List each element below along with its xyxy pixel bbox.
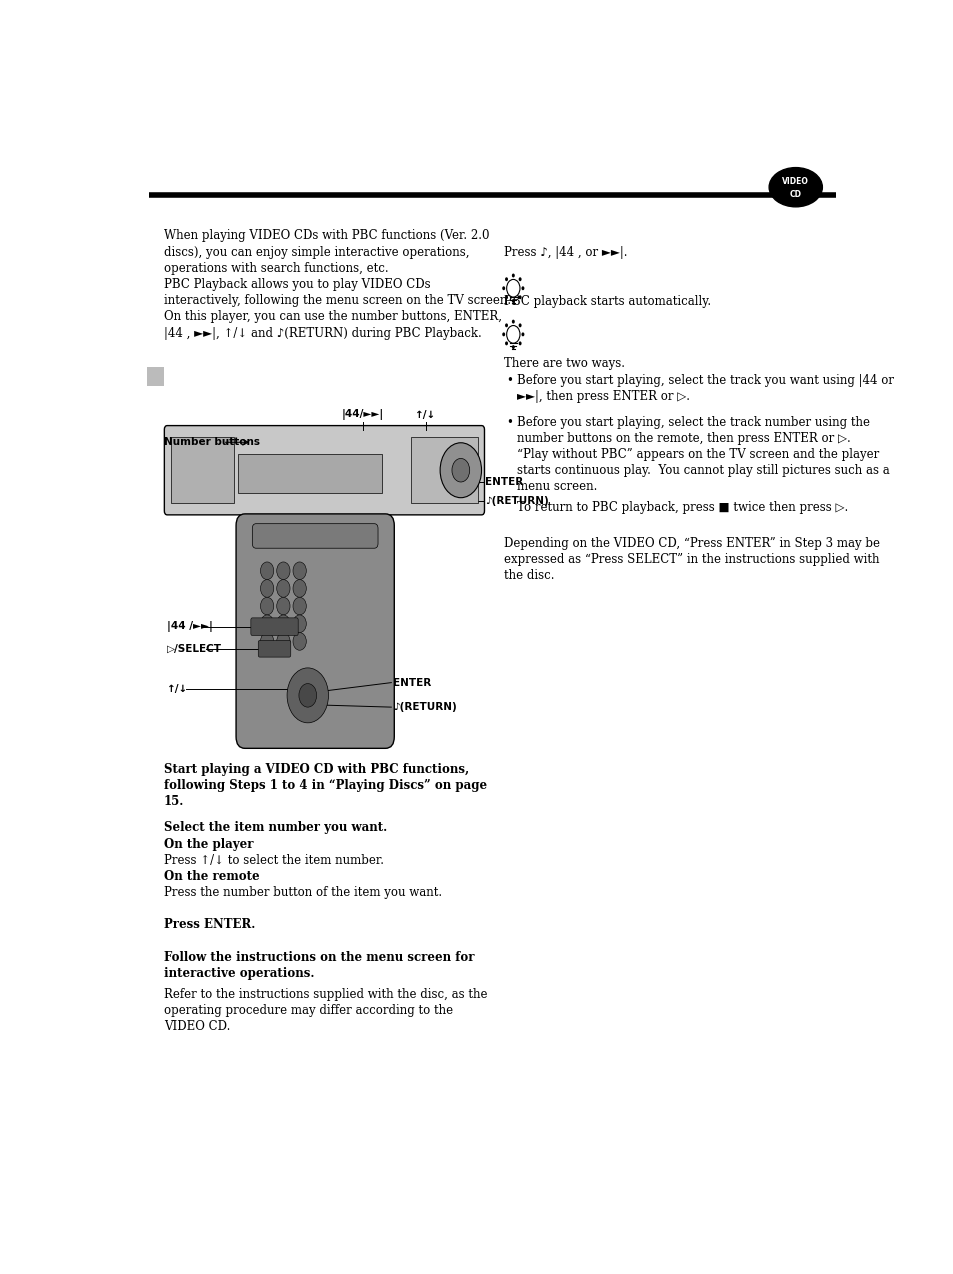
Circle shape xyxy=(506,326,519,343)
Text: •: • xyxy=(505,373,513,386)
Circle shape xyxy=(287,668,328,722)
Circle shape xyxy=(501,287,505,290)
Circle shape xyxy=(504,278,508,282)
Circle shape xyxy=(521,333,524,336)
Text: On the player: On the player xyxy=(164,837,253,851)
Text: There are two ways.: There are two ways. xyxy=(503,357,624,369)
Circle shape xyxy=(504,341,508,345)
Text: PBC playback starts automatically.: PBC playback starts automatically. xyxy=(503,296,710,308)
Text: VIDEO: VIDEO xyxy=(781,177,808,186)
Circle shape xyxy=(260,562,274,580)
Text: operations with search functions, etc.: operations with search functions, etc. xyxy=(164,261,388,275)
Text: Refer to the instructions supplied with the disc, as the: Refer to the instructions supplied with … xyxy=(164,989,487,1001)
Text: operating procedure may differ according to the: operating procedure may differ according… xyxy=(164,1004,453,1017)
Circle shape xyxy=(512,299,515,303)
FancyBboxPatch shape xyxy=(171,437,233,503)
Text: Follow the instructions on the menu screen for: Follow the instructions on the menu scre… xyxy=(164,950,474,964)
Circle shape xyxy=(501,333,505,336)
Text: discs), you can enjoy simple interactive operations,: discs), you can enjoy simple interactive… xyxy=(164,246,469,259)
Circle shape xyxy=(260,615,274,633)
Circle shape xyxy=(276,615,290,633)
Text: interactively, following the menu screen on the TV screen.: interactively, following the menu screen… xyxy=(164,294,510,307)
Circle shape xyxy=(521,287,524,290)
Text: the disc.: the disc. xyxy=(503,569,554,582)
Circle shape xyxy=(518,278,521,282)
FancyBboxPatch shape xyxy=(164,426,484,515)
Circle shape xyxy=(439,443,481,498)
Text: PBC Playback allows you to play VIDEO CDs: PBC Playback allows you to play VIDEO CD… xyxy=(164,278,430,290)
Text: starts continuous play.  You cannot play still pictures such as a: starts continuous play. You cannot play … xyxy=(517,464,889,478)
Circle shape xyxy=(293,615,306,633)
Text: ♪(RETURN): ♪(RETURN) xyxy=(485,496,548,506)
Text: |44/►►|: |44/►►| xyxy=(342,409,384,419)
Text: |44 /►►|: |44 /►►| xyxy=(167,622,213,632)
Circle shape xyxy=(452,459,469,482)
Circle shape xyxy=(512,274,515,278)
Circle shape xyxy=(293,598,306,615)
Circle shape xyxy=(260,580,274,598)
Circle shape xyxy=(518,324,521,327)
Text: ♪(RETURN): ♪(RETURN) xyxy=(393,702,456,712)
Circle shape xyxy=(512,345,515,349)
FancyBboxPatch shape xyxy=(411,437,477,503)
Circle shape xyxy=(293,580,306,598)
Text: Press ↑/↓ to select the item number.: Press ↑/↓ to select the item number. xyxy=(164,854,383,866)
Text: Select the item number you want.: Select the item number you want. xyxy=(164,822,387,834)
Text: |44 , ►►|, ↑/↓ and ♪(RETURN) during PBC Playback.: |44 , ►►|, ↑/↓ and ♪(RETURN) during PBC … xyxy=(164,326,481,339)
Text: To return to PBC playback, press ■ twice then press ▷.: To return to PBC playback, press ■ twice… xyxy=(517,502,847,515)
Text: On the remote: On the remote xyxy=(164,870,259,883)
Text: ↑/↓: ↑/↓ xyxy=(167,684,189,694)
Circle shape xyxy=(518,296,521,299)
Text: ►►|, then press ENTER or ▷.: ►►|, then press ENTER or ▷. xyxy=(517,390,689,403)
FancyBboxPatch shape xyxy=(147,367,164,386)
Text: 15.: 15. xyxy=(164,795,184,809)
Text: Press ENTER.: Press ENTER. xyxy=(164,919,254,931)
Circle shape xyxy=(512,320,515,324)
Circle shape xyxy=(260,633,274,650)
Text: interactive operations.: interactive operations. xyxy=(164,967,314,980)
Ellipse shape xyxy=(768,168,821,206)
Text: Press the number button of the item you want.: Press the number button of the item you … xyxy=(164,885,441,899)
Text: On this player, you can use the number buttons, ENTER,: On this player, you can use the number b… xyxy=(164,311,501,324)
Text: ↑/↓: ↑/↓ xyxy=(415,410,436,419)
FancyBboxPatch shape xyxy=(252,524,377,548)
Text: “Play without PBC” appears on the TV screen and the player: “Play without PBC” appears on the TV scr… xyxy=(517,448,879,461)
Circle shape xyxy=(518,341,521,345)
FancyBboxPatch shape xyxy=(258,641,291,657)
FancyBboxPatch shape xyxy=(235,513,394,748)
Text: ENTER: ENTER xyxy=(393,678,431,688)
Text: Before you start playing, select the track you want using |44 or: Before you start playing, select the tra… xyxy=(517,373,893,386)
Circle shape xyxy=(276,562,290,580)
Circle shape xyxy=(276,633,290,650)
Circle shape xyxy=(260,598,274,615)
Text: Start playing a VIDEO CD with PBC functions,: Start playing a VIDEO CD with PBC functi… xyxy=(164,763,468,776)
FancyBboxPatch shape xyxy=(251,618,298,636)
Text: ▷/SELECT: ▷/SELECT xyxy=(167,645,222,655)
Circle shape xyxy=(276,598,290,615)
Text: •: • xyxy=(505,415,513,428)
Text: menu screen.: menu screen. xyxy=(517,480,597,493)
Text: following Steps 1 to 4 in “Playing Discs” on page: following Steps 1 to 4 in “Playing Discs… xyxy=(164,780,486,792)
Circle shape xyxy=(506,279,519,297)
Text: number buttons on the remote, then press ENTER or ▷.: number buttons on the remote, then press… xyxy=(517,432,850,445)
Text: Number buttons: Number buttons xyxy=(164,437,259,447)
Text: Press ♪, |44 , or ►►|.: Press ♪, |44 , or ►►|. xyxy=(503,246,626,259)
Text: ENTER: ENTER xyxy=(485,476,523,487)
Circle shape xyxy=(298,684,316,707)
Text: Depending on the VIDEO CD, “Press ENTER” in Step 3 may be: Depending on the VIDEO CD, “Press ENTER”… xyxy=(503,538,879,550)
Circle shape xyxy=(276,580,290,598)
FancyBboxPatch shape xyxy=(237,454,381,493)
Circle shape xyxy=(504,296,508,299)
Text: CD: CD xyxy=(789,190,801,199)
Text: VIDEO CD.: VIDEO CD. xyxy=(164,1020,230,1033)
Text: expressed as “Press SELECT” in the instructions supplied with: expressed as “Press SELECT” in the instr… xyxy=(503,553,879,566)
Text: Before you start playing, select the track number using the: Before you start playing, select the tra… xyxy=(517,415,869,428)
Text: When playing VIDEO CDs with PBC functions (Ver. 2.0: When playing VIDEO CDs with PBC function… xyxy=(164,229,489,242)
Circle shape xyxy=(293,562,306,580)
Circle shape xyxy=(504,324,508,327)
Circle shape xyxy=(293,633,306,650)
